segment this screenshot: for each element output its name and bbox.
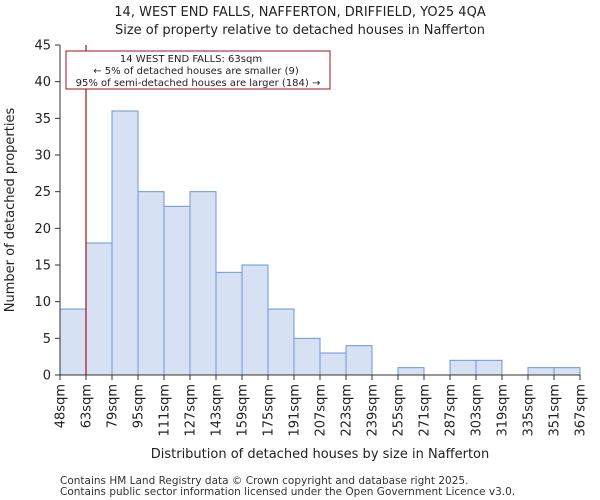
y-axis-label: Number of detached properties (3, 108, 18, 313)
x-tick-label: 191sqm (288, 384, 303, 437)
y-tick-label: 25 (34, 185, 51, 200)
x-tick-label: 319sqm (496, 384, 511, 437)
y-tick-label: 35 (34, 112, 51, 127)
x-tick-label: 48sqm (54, 384, 69, 428)
x-axis-ticks: 48sqm 63sqm 79sqm 95sqm 111sqm 127sqm 143sqm 15… (54, 375, 589, 437)
x-tick-label: 351sqm (548, 384, 563, 437)
histogram-bar (527, 367, 555, 376)
histogram-bar (163, 205, 191, 376)
histogram-bar (319, 352, 347, 376)
histogram-bar (137, 191, 165, 376)
footer-line-1: Contains HM Land Registry data © Crown c… (60, 475, 468, 487)
x-tick-label: 159sqm (236, 384, 251, 437)
x-tick-label: 335sqm (522, 384, 537, 437)
x-tick-label: 223sqm (340, 384, 355, 437)
annotation-line-2: ← 5% of detached houses are smaller (9) (93, 66, 299, 77)
x-tick-label: 255sqm (392, 384, 407, 437)
x-tick-label: 95sqm (132, 384, 147, 428)
histogram-bar (111, 110, 139, 376)
x-tick-label: 367sqm (574, 384, 589, 437)
histogram-bar (59, 308, 87, 376)
histogram-bar (215, 271, 243, 376)
x-tick-label: 63sqm (80, 384, 95, 428)
histogram-bar (397, 367, 425, 376)
x-tick-label: 175sqm (262, 384, 277, 437)
x-tick-label: 143sqm (210, 384, 225, 437)
x-tick-label: 287sqm (444, 384, 459, 437)
annotation-line-3: 95% of semi-detached houses are larger (… (76, 78, 321, 89)
histogram-bar (345, 345, 373, 376)
chart-subtitle: Size of property relative to detached ho… (115, 23, 485, 38)
histogram-bar (449, 359, 477, 376)
y-tick-label: 40 (34, 75, 51, 90)
x-tick-label: 127sqm (184, 384, 199, 437)
x-tick-label: 239sqm (366, 384, 381, 437)
bars-group (59, 110, 581, 376)
y-tick-label: 5 (43, 332, 51, 347)
annotation-line-1: 14 WEST END FALLS: 63sqm (120, 54, 262, 65)
x-tick-label: 303sqm (470, 384, 485, 437)
y-tick-label: 15 (34, 259, 51, 274)
histogram-bar (475, 359, 503, 376)
x-tick-label: 207sqm (314, 384, 329, 437)
annotation-box: 14 WEST END FALLS: 63sqm ← 5% of detache… (65, 50, 331, 90)
chart-title: 14, WEST END FALLS, NAFFERTON, DRIFFIELD… (114, 5, 486, 20)
x-tick-label: 111sqm (158, 384, 173, 437)
x-tick-label: 79sqm (106, 384, 121, 428)
histogram-bar (189, 191, 217, 376)
x-tick-label: 271sqm (418, 384, 433, 437)
y-axis-ticks: 0 5 10 15 20 25 30 35 40 45 (34, 39, 60, 384)
annotation-border (65, 50, 331, 90)
y-tick-label: 20 (34, 222, 51, 237)
histogram-bar (241, 264, 269, 376)
y-tick-label: 0 (43, 369, 51, 384)
histogram-bar (85, 242, 113, 376)
footer-line-2: Contains public sector information licen… (60, 486, 515, 498)
y-tick-label: 30 (34, 149, 51, 164)
y-tick-label: 10 (34, 295, 51, 310)
histogram-bar (267, 308, 295, 376)
histogram-bar (553, 367, 581, 376)
y-tick-label: 45 (34, 39, 51, 54)
histogram-bar (293, 337, 321, 376)
x-axis-label: Distribution of detached houses by size … (151, 447, 490, 462)
